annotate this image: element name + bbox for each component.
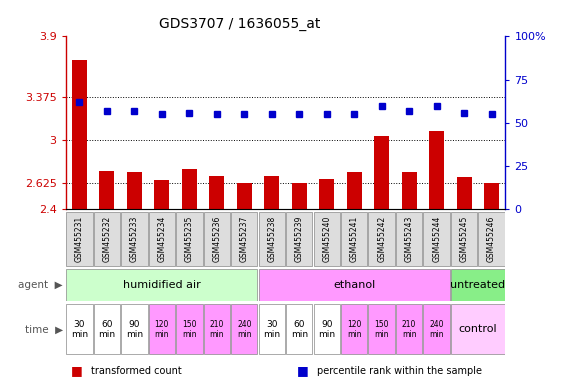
Bar bbox=[368, 305, 395, 354]
Bar bbox=[231, 212, 258, 266]
Bar bbox=[176, 212, 203, 266]
Text: 90
min: 90 min bbox=[318, 319, 335, 339]
Text: GSM455236: GSM455236 bbox=[212, 216, 222, 262]
Text: 210
min: 210 min bbox=[210, 319, 224, 339]
Text: GSM455241: GSM455241 bbox=[349, 216, 359, 262]
Text: GSM455246: GSM455246 bbox=[487, 216, 496, 262]
Text: ethanol: ethanol bbox=[333, 280, 375, 290]
Bar bbox=[121, 305, 147, 354]
Bar bbox=[209, 176, 224, 209]
Text: GSM455239: GSM455239 bbox=[295, 216, 304, 262]
Bar bbox=[259, 270, 450, 301]
Text: ■: ■ bbox=[297, 364, 309, 377]
Text: GSM455238: GSM455238 bbox=[267, 216, 276, 262]
Bar bbox=[72, 60, 87, 209]
Bar bbox=[204, 305, 230, 354]
Bar bbox=[451, 270, 505, 301]
Text: 150
min: 150 min bbox=[182, 319, 196, 339]
Bar bbox=[259, 305, 285, 354]
Bar bbox=[286, 212, 312, 266]
Text: 210
min: 210 min bbox=[402, 319, 416, 339]
Bar bbox=[121, 212, 147, 266]
Bar bbox=[66, 212, 93, 266]
Text: GSM455234: GSM455234 bbox=[158, 216, 166, 262]
Bar bbox=[457, 177, 472, 209]
Bar bbox=[347, 172, 362, 209]
Bar bbox=[182, 169, 197, 209]
Text: GSM455232: GSM455232 bbox=[102, 216, 111, 262]
Bar bbox=[176, 305, 203, 354]
Bar bbox=[368, 212, 395, 266]
Text: GSM455237: GSM455237 bbox=[240, 216, 249, 262]
Bar bbox=[259, 212, 285, 266]
Text: 240
min: 240 min bbox=[429, 319, 444, 339]
Text: time  ▶: time ▶ bbox=[25, 324, 63, 334]
Bar bbox=[401, 172, 417, 209]
Bar bbox=[286, 305, 312, 354]
Bar bbox=[204, 212, 230, 266]
Text: GSM455242: GSM455242 bbox=[377, 216, 386, 262]
Text: 150
min: 150 min bbox=[375, 319, 389, 339]
Text: percentile rank within the sample: percentile rank within the sample bbox=[317, 366, 482, 376]
Text: GSM455245: GSM455245 bbox=[460, 216, 469, 262]
Bar bbox=[374, 136, 389, 209]
Bar bbox=[148, 305, 175, 354]
Bar bbox=[127, 172, 142, 209]
Bar bbox=[319, 179, 334, 209]
Text: GSM455243: GSM455243 bbox=[405, 216, 413, 262]
Bar bbox=[292, 183, 307, 209]
Text: control: control bbox=[459, 324, 497, 334]
Bar bbox=[484, 183, 499, 209]
Text: 90
min: 90 min bbox=[126, 319, 143, 339]
Text: ■: ■ bbox=[71, 364, 83, 377]
Bar bbox=[99, 171, 114, 209]
Bar bbox=[154, 180, 170, 209]
Bar bbox=[66, 305, 93, 354]
Text: agent  ▶: agent ▶ bbox=[18, 280, 63, 290]
Text: 60
min: 60 min bbox=[291, 319, 308, 339]
Bar bbox=[313, 305, 340, 354]
Text: 240
min: 240 min bbox=[237, 319, 252, 339]
Text: humidified air: humidified air bbox=[123, 280, 201, 290]
Bar bbox=[264, 176, 279, 209]
Text: 30
min: 30 min bbox=[263, 319, 280, 339]
Bar bbox=[237, 183, 252, 209]
Bar bbox=[451, 212, 477, 266]
Bar bbox=[429, 131, 444, 209]
Text: transformed count: transformed count bbox=[91, 366, 182, 376]
Text: 60
min: 60 min bbox=[98, 319, 115, 339]
Text: 120
min: 120 min bbox=[347, 319, 361, 339]
Text: GSM455244: GSM455244 bbox=[432, 216, 441, 262]
Bar bbox=[313, 212, 340, 266]
Text: 30
min: 30 min bbox=[71, 319, 88, 339]
Bar bbox=[341, 212, 367, 266]
Bar bbox=[451, 305, 505, 354]
Text: GSM455231: GSM455231 bbox=[75, 216, 84, 262]
Bar bbox=[66, 270, 258, 301]
Bar bbox=[94, 212, 120, 266]
Bar bbox=[396, 212, 423, 266]
Bar bbox=[424, 305, 450, 354]
Bar bbox=[148, 212, 175, 266]
Bar bbox=[341, 305, 367, 354]
Text: GDS3707 / 1636055_at: GDS3707 / 1636055_at bbox=[159, 17, 320, 31]
Text: GSM455240: GSM455240 bbox=[322, 216, 331, 262]
Text: GSM455233: GSM455233 bbox=[130, 216, 139, 262]
Bar bbox=[424, 212, 450, 266]
Bar bbox=[396, 305, 423, 354]
Text: GSM455235: GSM455235 bbox=[185, 216, 194, 262]
Text: 120
min: 120 min bbox=[155, 319, 169, 339]
Bar bbox=[94, 305, 120, 354]
Bar bbox=[231, 305, 258, 354]
Text: untreated: untreated bbox=[451, 280, 505, 290]
Bar bbox=[478, 212, 505, 266]
